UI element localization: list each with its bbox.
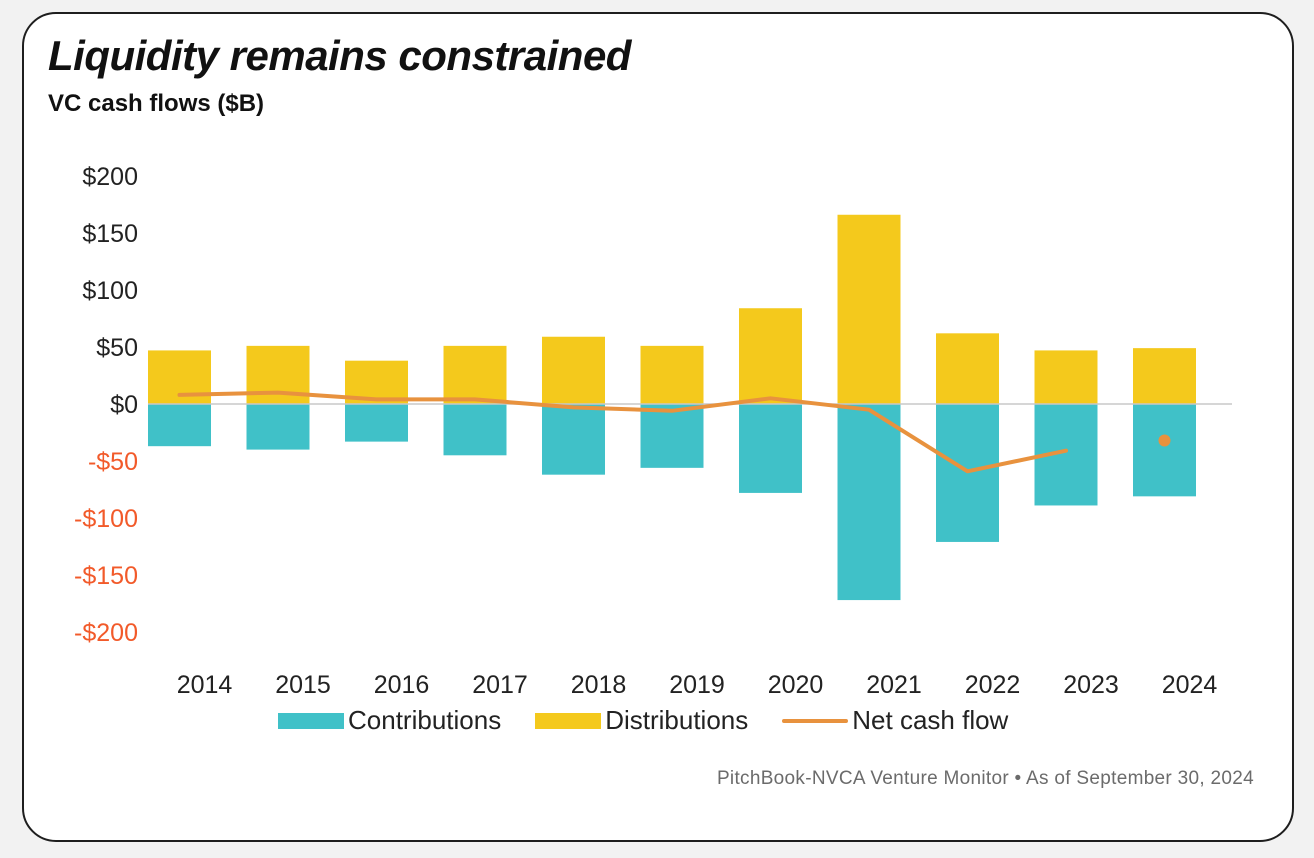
chart-subtitle: VC cash flows ($B) — [48, 90, 265, 117]
bar-contributions — [542, 404, 605, 475]
bar-contributions — [246, 404, 310, 450]
legend-swatch-net-cash-flow — [782, 718, 849, 723]
bar-contributions — [345, 404, 408, 442]
bar-contributions — [837, 404, 901, 601]
bar-distributions — [1133, 348, 1196, 404]
x-tick-label: 2018 — [571, 671, 627, 699]
x-tick-label: 2021 — [866, 671, 922, 699]
bar-distributions — [837, 214, 901, 404]
legend-label-distributions: Distributions — [605, 705, 749, 735]
bar-contributions — [148, 404, 211, 447]
chart-title: Liquidity remains constrained — [48, 32, 631, 79]
x-tick-label: 2015 — [275, 671, 331, 699]
x-tick-label: 2022 — [965, 671, 1021, 699]
legend-item-net-cash-flow: Net cash flow — [782, 705, 1008, 736]
legend-label-net-cash-flow: Net cash flow — [852, 705, 1009, 735]
y-tick-label: -$200 — [74, 619, 138, 647]
net-cash-flow-line — [177, 390, 1068, 474]
legend-swatch-contributions — [278, 712, 344, 729]
bar-distributions — [739, 308, 802, 404]
y-tick-label: $100 — [82, 277, 138, 305]
bar-distributions — [1034, 350, 1098, 404]
source-note: PitchBook-NVCA Venture Monitor • As of S… — [716, 768, 1254, 789]
y-tick-label: $200 — [82, 163, 138, 191]
legend-swatch-distributions — [535, 712, 602, 729]
y-tick-label: $150 — [82, 220, 138, 248]
bar-distributions — [640, 345, 704, 404]
x-tick-label: 2017 — [472, 671, 528, 699]
x-tick-label: 2024 — [1162, 671, 1218, 699]
y-tick-label: -$150 — [74, 562, 138, 590]
x-tick-label: 2019 — [669, 671, 725, 699]
y-tick-label: -$100 — [74, 505, 138, 533]
bar-contributions — [640, 404, 704, 468]
y-tick-label: $0 — [110, 391, 138, 419]
net-cash-flow-point — [1158, 434, 1171, 447]
legend-item-distributions: Distributions — [535, 705, 748, 736]
bar-contributions — [1133, 404, 1196, 497]
legend-label-contributions: Contributions — [348, 705, 502, 735]
bar-distributions — [936, 333, 999, 404]
bar-contributions — [443, 404, 507, 456]
bar-contributions — [739, 404, 802, 493]
y-tick-label: -$50 — [88, 448, 138, 476]
chart-legend: Contributions Distributions Net cash flo… — [278, 705, 1042, 736]
bar-distributions — [443, 345, 507, 404]
x-tick-label: 2014 — [177, 671, 233, 699]
legend-item-contributions: Contributions — [278, 705, 501, 736]
bar-distributions — [542, 336, 605, 404]
x-tick-label: 2023 — [1063, 671, 1119, 699]
y-tick-label: $50 — [96, 334, 138, 362]
x-tick-label: 2016 — [374, 671, 430, 699]
x-tick-label: 2020 — [768, 671, 824, 699]
